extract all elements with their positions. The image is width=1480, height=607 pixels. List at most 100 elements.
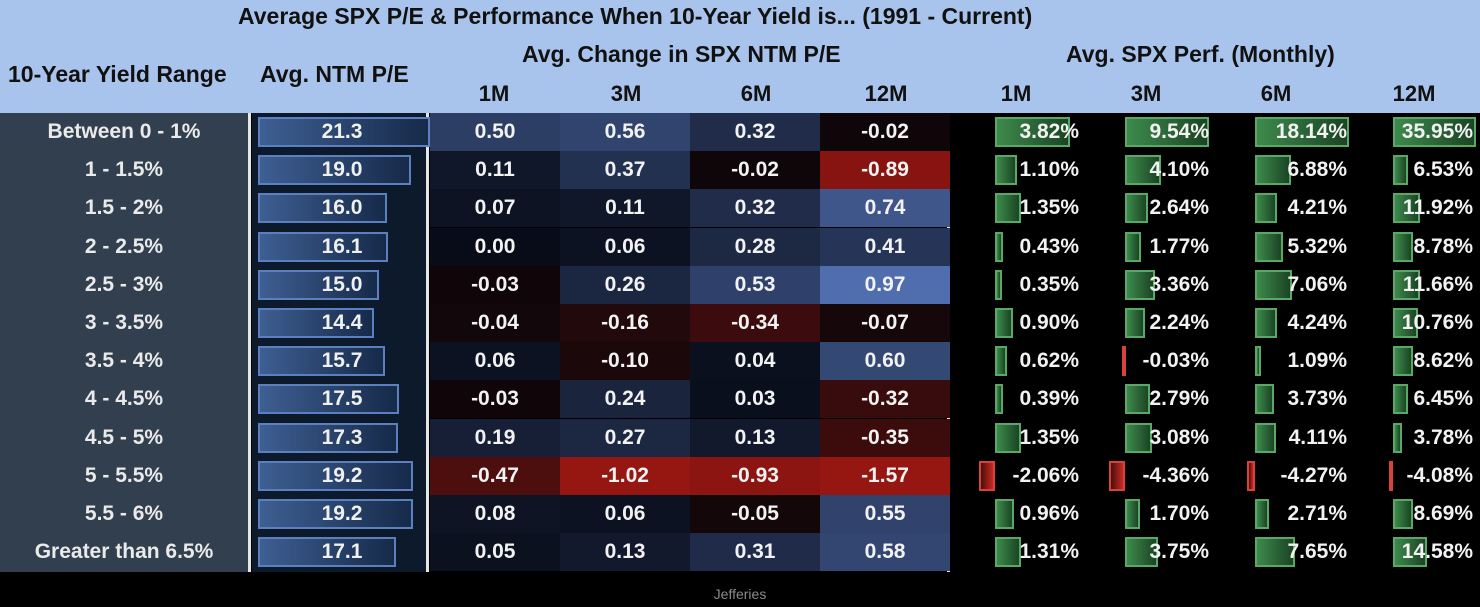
- pe-change-cell: 0.08: [430, 495, 560, 533]
- table-row: Between 0 - 1% 21.3 0.50 0.56 0.32 -0.02 3.82%…: [0, 113, 1480, 151]
- perf-bar: [1393, 193, 1420, 224]
- table-row: 2 - 2.5% 16.1 0.00 0.06 0.28 0.41 0.43% 1.77% 5.…: [0, 227, 1480, 266]
- perf-columns: [951, 113, 1480, 572]
- perf-value: 1.31%: [1019, 540, 1079, 564]
- pe-column: [252, 113, 426, 572]
- perf-bar: [1125, 117, 1209, 147]
- pe-bar: [258, 193, 387, 224]
- perf-bar: [1255, 422, 1276, 453]
- pe-change-cell: 0.55: [820, 495, 950, 533]
- pe-value: 16.0: [321, 196, 363, 220]
- perf-bar: [1125, 537, 1158, 568]
- pe-change-cell: 0.06: [560, 495, 690, 533]
- pe-change-cell: -0.03: [430, 380, 560, 419]
- data-table: Between 0 - 1% 21.3 0.50 0.56 0.32 -0.02 3.82%…: [0, 113, 1480, 572]
- perf-bar: [995, 231, 1003, 262]
- perf-period-1m: 1M: [1000, 81, 1032, 106]
- chg-period-1m: 1M: [478, 81, 510, 106]
- perf-value: 0.43%: [1019, 234, 1079, 258]
- perf-value: 4.10%: [1149, 158, 1209, 182]
- pe-change-cell: 0.13: [690, 418, 820, 457]
- row-header: 10-Year Yield Range: [8, 61, 227, 87]
- perf-value: 1.10%: [1019, 158, 1079, 182]
- pe-bar: [258, 422, 398, 453]
- perf-bar: [1125, 384, 1150, 415]
- perf-value: 6.53%: [1413, 158, 1473, 182]
- column-divider: [426, 113, 429, 572]
- pe-value: 14.4: [321, 311, 363, 334]
- column-divider: [248, 113, 251, 572]
- perf-bar: [1393, 346, 1413, 377]
- perf-value: -4.27%: [1280, 463, 1347, 487]
- pe-change-cell: 0.06: [430, 342, 560, 381]
- pe-change-cell: -0.02: [690, 151, 820, 190]
- perf-value: 1.77%: [1149, 234, 1209, 258]
- pe-bar: [258, 346, 385, 377]
- perf-bar: [1125, 422, 1152, 453]
- perf-value: 4.21%: [1287, 196, 1347, 220]
- perf-value: 10.76%: [1401, 311, 1473, 334]
- pe-bar: [258, 269, 379, 300]
- range-label: 2 - 2.5%: [84, 234, 164, 258]
- perf-value: 3.36%: [1149, 272, 1209, 296]
- perf-value: 3.08%: [1149, 425, 1209, 449]
- perf-bar: [995, 384, 1003, 415]
- pe-value: 19.0: [321, 158, 363, 182]
- perf-value: 0.90%: [1019, 311, 1079, 334]
- perf-bar: [995, 346, 1007, 377]
- pe-change-cell: 0.31: [690, 533, 820, 572]
- perf-bar: [1393, 499, 1413, 529]
- pe-change-cell: -0.47: [430, 456, 560, 495]
- pe-change-cell: -0.93: [690, 456, 820, 495]
- perf-value: 2.64%: [1149, 196, 1209, 220]
- perf-bar: [1389, 460, 1393, 491]
- perf-value: 0.96%: [1019, 502, 1079, 525]
- pe-value: 19.2: [321, 463, 363, 487]
- pe-change-cell: -0.03: [430, 265, 560, 304]
- perf-value: 1.35%: [1019, 425, 1079, 449]
- perf-bar: [1393, 422, 1402, 453]
- perf-bar: [995, 117, 1070, 147]
- perf-bar: [995, 308, 1013, 338]
- perf-value: -0.03%: [1142, 349, 1209, 373]
- chart-title: Average SPX P/E & Performance When 10-Ye…: [238, 3, 1033, 29]
- range-label: 1 - 1.5%: [84, 158, 164, 182]
- perf-bar: [1255, 193, 1277, 224]
- perf-value: 3.75%: [1149, 540, 1209, 564]
- range-label: 3 - 3.5%: [84, 311, 164, 334]
- pe-value: 17.5: [321, 387, 363, 411]
- table-row: 3 - 3.5% 14.4 -0.04 -0.16 -0.34 -0.07 0.90% 2.2…: [0, 304, 1480, 342]
- pe-change-cell: -1.02: [560, 456, 690, 495]
- range-column: [0, 113, 248, 572]
- pe-change-cell: 0.07: [430, 189, 560, 228]
- perf-bar: [1109, 460, 1125, 491]
- pe-bar: [258, 117, 430, 147]
- range-label: Greater than 6.5%: [34, 540, 214, 564]
- perf-value: 1.35%: [1019, 196, 1079, 220]
- perf-value: 0.62%: [1019, 349, 1079, 373]
- range-label: 4 - 4.5%: [84, 387, 164, 411]
- perf-bar: [1125, 231, 1141, 262]
- pe-change-cell: 0.32: [690, 113, 820, 151]
- pe-change-cell: 0.11: [430, 151, 560, 190]
- pe-change-cell: 0.24: [560, 380, 690, 419]
- perf-bar: [1125, 308, 1145, 338]
- perf-bar: [1255, 384, 1274, 415]
- perf-bar: [1393, 117, 1476, 147]
- range-label: 5 - 5.5%: [84, 463, 164, 487]
- pe-change-cell: -0.02: [820, 113, 950, 151]
- table-row: 1 - 1.5% 19.0 0.11 0.37 -0.02 -0.89 1.10% 4.10%…: [0, 151, 1480, 190]
- pe-value: 21.3: [321, 120, 363, 143]
- perf-bar: [1255, 269, 1292, 300]
- pe-change-cell: 0.05: [430, 533, 560, 572]
- perf-bar: [995, 422, 1021, 453]
- pe-change-cell: 0.27: [560, 418, 690, 457]
- range-label: Between 0 - 1%: [47, 120, 201, 143]
- perf-bar: [1393, 537, 1427, 568]
- range-label: 1.5 - 2%: [84, 196, 164, 220]
- perf-value: 3.82%: [1019, 120, 1079, 143]
- perf-value: 18.14%: [1275, 120, 1347, 143]
- perf-value: 2.71%: [1287, 502, 1347, 525]
- perf-bar: [1255, 155, 1291, 186]
- pe-change-cell: 0.32: [690, 189, 820, 228]
